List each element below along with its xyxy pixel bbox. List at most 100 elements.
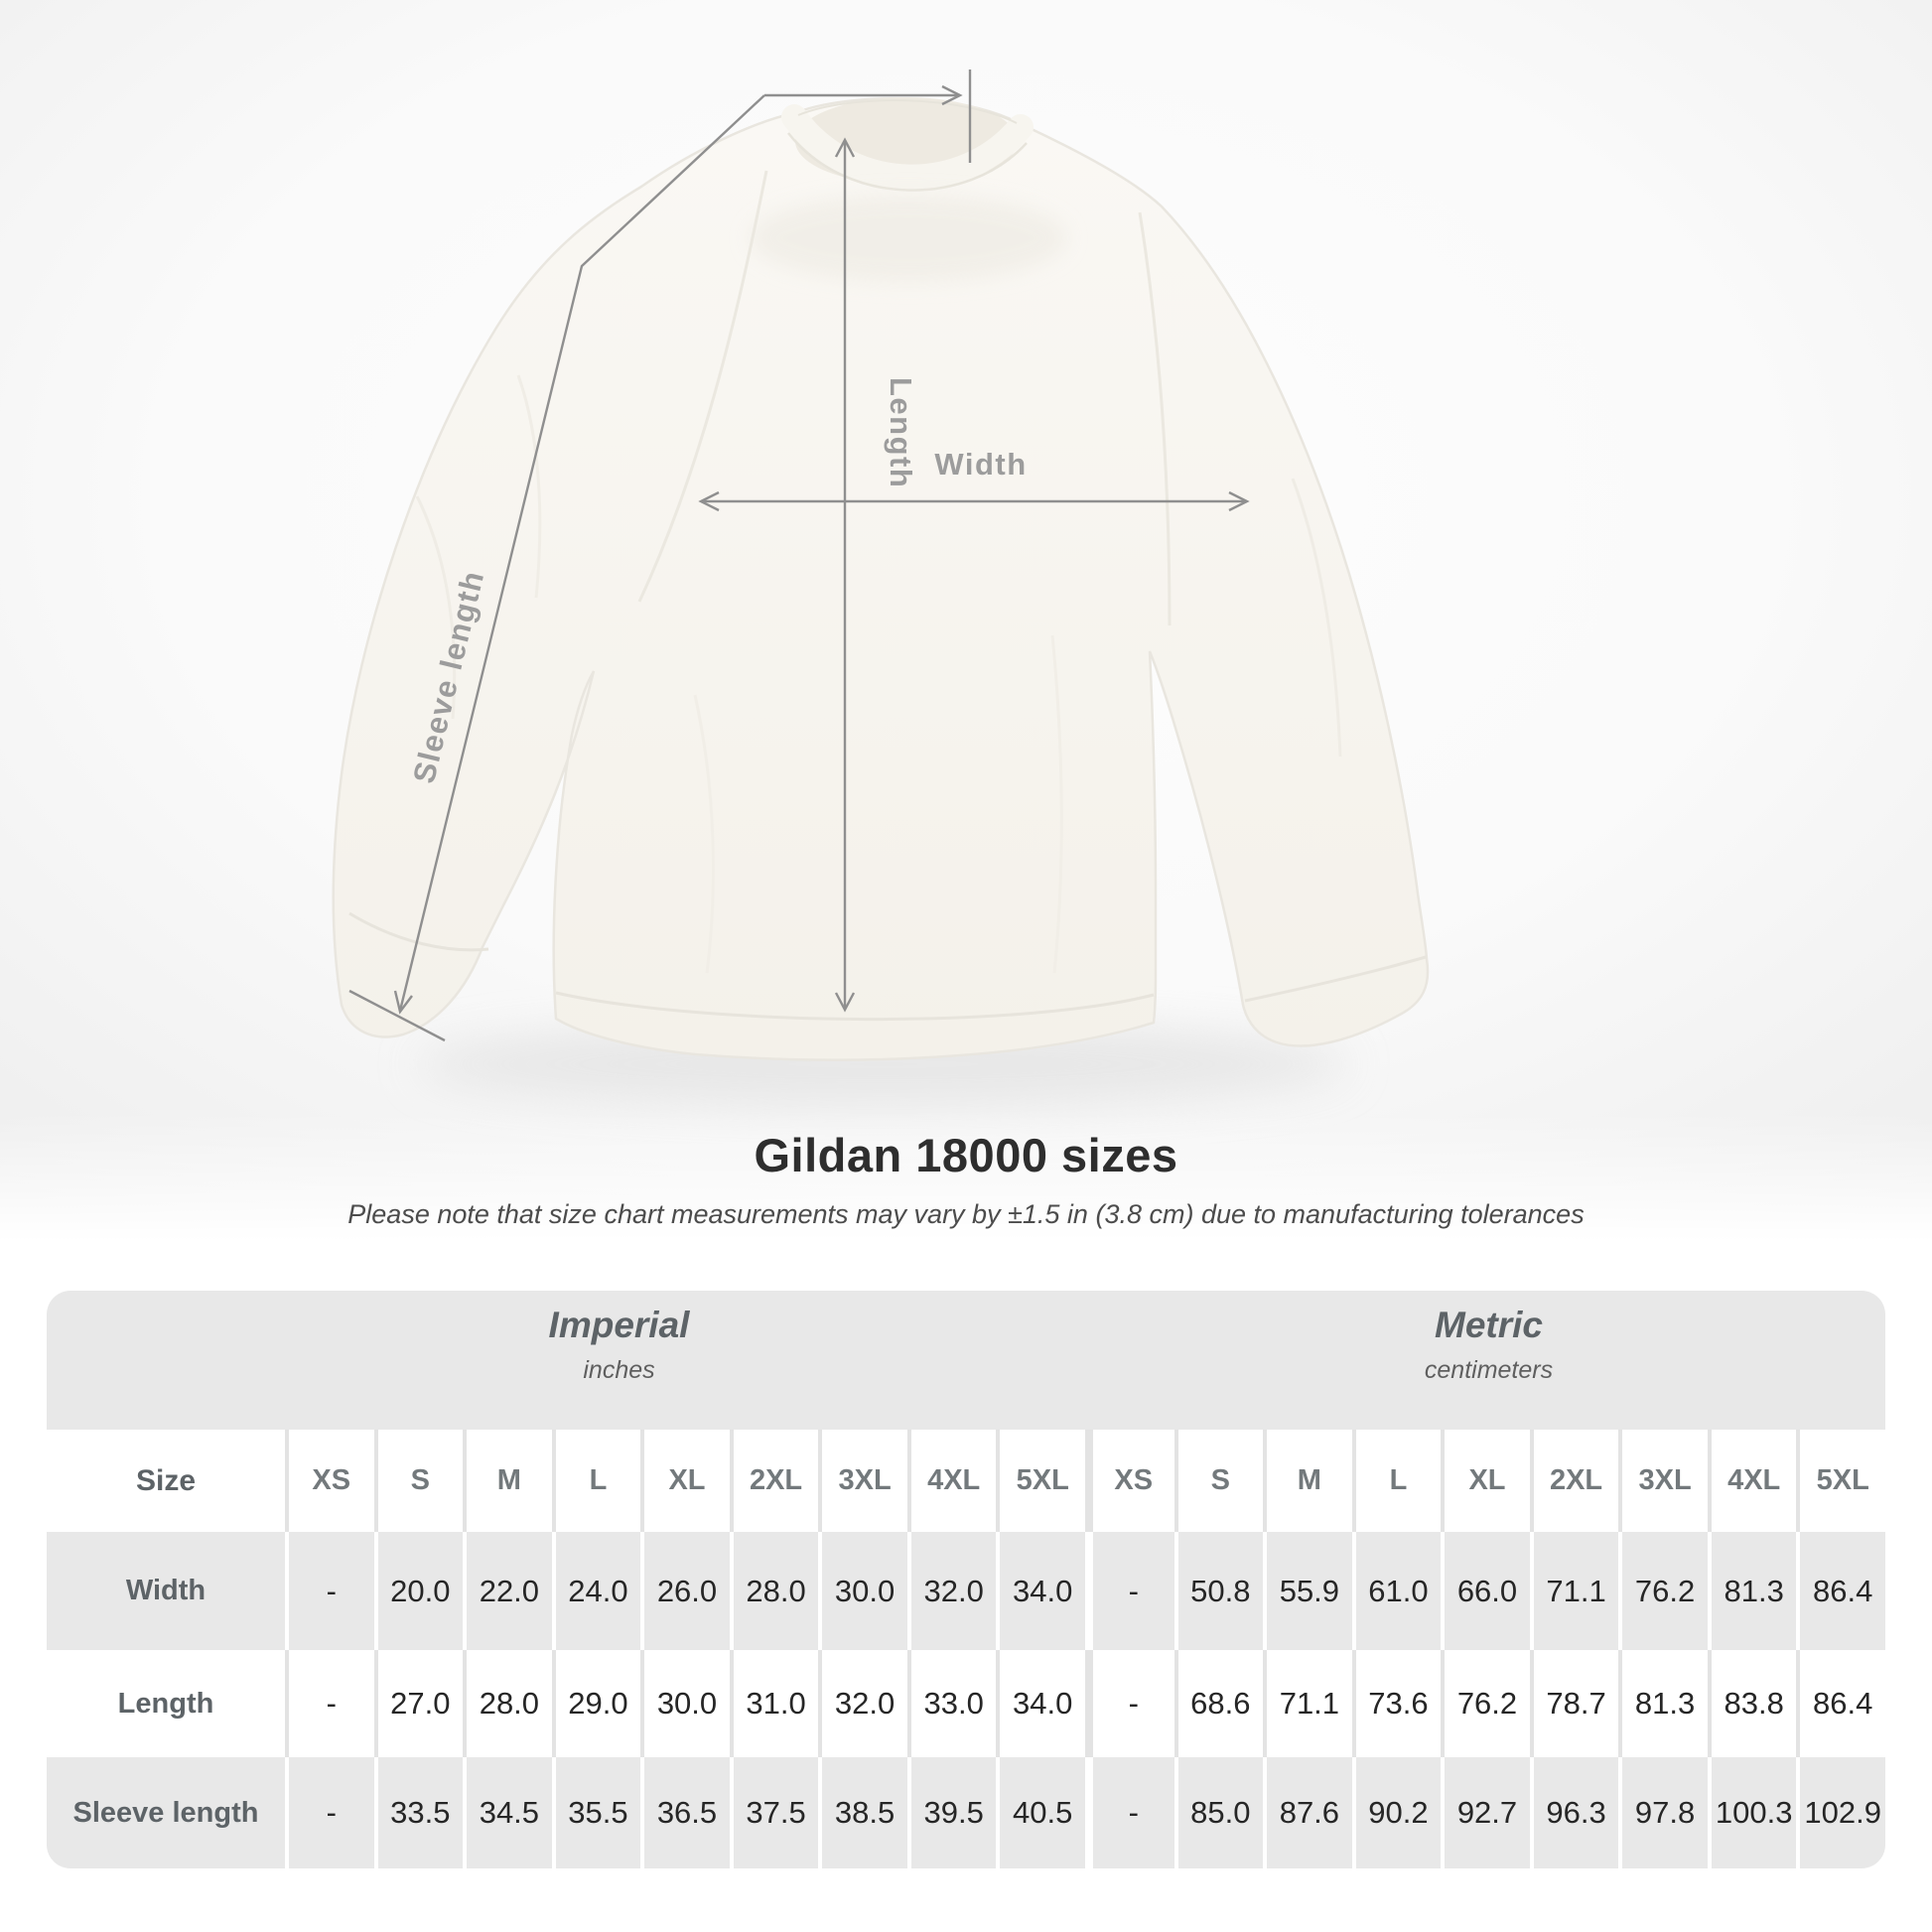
- size-header-cell: M: [1263, 1430, 1352, 1532]
- measurement-lines: [348, 69, 1250, 1042]
- value-cell: 27.0: [373, 1650, 464, 1757]
- size-header-cell: 2XL: [1529, 1430, 1619, 1532]
- value-cell: 97.8: [1618, 1757, 1708, 1868]
- metric-unit-label: centimeters: [1424, 1356, 1554, 1384]
- product-photo: Length Width Sleeve length: [0, 0, 1932, 1241]
- value-cell: 24.0: [551, 1532, 641, 1650]
- neck-reference-line: [764, 69, 972, 163]
- sweatshirt-measurement-diagram: Length Width Sleeve length: [0, 0, 1932, 1241]
- table-row-length: Length - 27.0 28.0 29.0 30.0 31.0 32.0 3…: [47, 1650, 1885, 1757]
- table-row-sleeve-length: Sleeve length - 33.5 34.5 35.5 36.5 37.5…: [47, 1757, 1885, 1868]
- value-cell: 71.1: [1529, 1532, 1619, 1650]
- value-cell: 66.0: [1441, 1532, 1530, 1650]
- value-cell: 81.3: [1707, 1532, 1797, 1650]
- value-cell: 30.0: [640, 1650, 730, 1757]
- value-cell: 32.0: [906, 1532, 997, 1650]
- size-header-cell: XL: [1441, 1430, 1530, 1532]
- metric-header: Metric: [1435, 1305, 1543, 1345]
- value-cell: 36.5: [640, 1757, 730, 1868]
- size-header-cell: 5XL: [996, 1430, 1085, 1532]
- size-header-cell: XS: [285, 1430, 374, 1532]
- value-cell: 55.9: [1263, 1532, 1352, 1650]
- size-header-cell: S: [373, 1430, 464, 1532]
- size-header-cell: 5XL: [1796, 1430, 1885, 1532]
- value-cell: 29.0: [551, 1650, 641, 1757]
- width-label: Width: [934, 447, 1027, 482]
- size-header-cell: 4XL: [906, 1430, 997, 1532]
- value-cell: 100.3: [1707, 1757, 1797, 1868]
- size-header-cell: L: [551, 1430, 641, 1532]
- value-cell: 22.0: [463, 1532, 552, 1650]
- value-cell: 61.0: [1351, 1532, 1442, 1650]
- value-cell: 35.5: [551, 1757, 641, 1868]
- value-cell: 102.9: [1796, 1757, 1885, 1868]
- size-corner-header: Size: [135, 1463, 197, 1497]
- value-cell: 26.0: [640, 1532, 730, 1650]
- value-cell: 31.0: [729, 1650, 819, 1757]
- tolerance-note: Please note that size chart measurements…: [347, 1199, 1585, 1229]
- size-header-cell: 3XL: [1618, 1430, 1708, 1532]
- width-measure-line: [698, 490, 1250, 512]
- value-cell: 28.0: [729, 1532, 819, 1650]
- table-row-width: Width - 20.0 22.0 24.0 26.0 28.0 30.0 32…: [47, 1532, 1885, 1650]
- value-cell: -: [1085, 1757, 1174, 1868]
- value-cell: 50.8: [1173, 1532, 1264, 1650]
- value-cell: 28.0: [463, 1650, 552, 1757]
- imperial-unit-label: inches: [583, 1356, 655, 1384]
- value-cell: 86.4: [1796, 1532, 1885, 1650]
- value-cell: 34.0: [996, 1532, 1085, 1650]
- value-cell: -: [1085, 1650, 1174, 1757]
- length-measure-line: [834, 137, 856, 1013]
- value-cell: -: [285, 1757, 374, 1868]
- size-header-cell: L: [1351, 1430, 1442, 1532]
- unit-group-metric: Metric centimeters: [1092, 1305, 1885, 1416]
- unit-group-imperial: Imperial inches: [47, 1305, 1092, 1416]
- value-cell: 30.0: [818, 1532, 907, 1650]
- size-header-cell: XS: [1085, 1430, 1174, 1532]
- value-cell: 34.5: [463, 1757, 552, 1868]
- value-cell: 81.3: [1618, 1650, 1708, 1757]
- value-cell: -: [285, 1532, 374, 1650]
- unit-group-band: Imperial inches Metric centimeters: [47, 1291, 1885, 1430]
- size-header-cell: 4XL: [1707, 1430, 1797, 1532]
- size-header-row: Size XS S M L XL 2XL 3XL 4XL 5XL XS S M …: [47, 1430, 1885, 1532]
- size-header-cell: 3XL: [818, 1430, 907, 1532]
- value-cell: 73.6: [1351, 1650, 1442, 1757]
- size-header-cell: 2XL: [729, 1430, 819, 1532]
- value-cell: 76.2: [1441, 1650, 1530, 1757]
- page-title: Gildan 18000 sizes: [754, 1129, 1178, 1181]
- value-cell: 37.5: [729, 1757, 819, 1868]
- value-cell: -: [285, 1650, 374, 1757]
- value-cell: 34.0: [996, 1650, 1085, 1757]
- imperial-header: Imperial: [548, 1305, 690, 1345]
- value-cell: 32.0: [818, 1650, 907, 1757]
- value-cell: 33.5: [373, 1757, 464, 1868]
- value-cell: 33.0: [906, 1650, 997, 1757]
- value-cell: 71.1: [1263, 1650, 1352, 1757]
- value-cell: 68.6: [1173, 1650, 1264, 1757]
- sleeve-measure-line: [348, 94, 765, 1042]
- size-header-cell: XL: [640, 1430, 730, 1532]
- length-label: Length: [884, 377, 918, 488]
- size-chart-table: Imperial inches Metric centimeters Size …: [47, 1291, 1885, 1868]
- value-cell: 76.2: [1618, 1532, 1708, 1650]
- value-cell: 87.6: [1263, 1757, 1352, 1868]
- value-cell: 20.0: [373, 1532, 464, 1650]
- measure-row-label: Length: [117, 1687, 214, 1720]
- measure-row-label: Sleeve length: [72, 1796, 259, 1829]
- sweatshirt-illustration: [332, 96, 1430, 1061]
- photo-fade: [0, 1112, 1932, 1241]
- value-cell: -: [1085, 1532, 1174, 1650]
- value-cell: 86.4: [1796, 1650, 1885, 1757]
- value-cell: 78.7: [1529, 1650, 1619, 1757]
- measure-row-label: Width: [125, 1575, 207, 1606]
- value-cell: 38.5: [818, 1757, 907, 1868]
- value-cell: 90.2: [1351, 1757, 1442, 1868]
- value-cell: 39.5: [906, 1757, 997, 1868]
- value-cell: 40.5: [996, 1757, 1085, 1868]
- value-cell: 85.0: [1173, 1757, 1264, 1868]
- value-cell: 96.3: [1529, 1757, 1619, 1868]
- size-header-cell: S: [1173, 1430, 1264, 1532]
- size-header-cell: M: [463, 1430, 552, 1532]
